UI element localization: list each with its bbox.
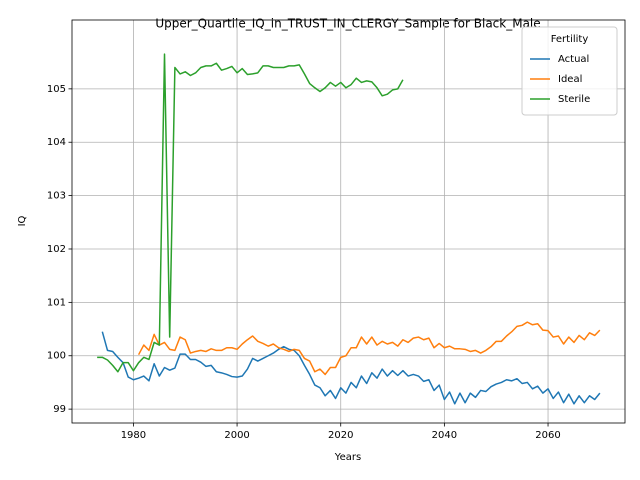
- chart-title: Upper_Quartile_IQ_in_TRUST_IN_CLERGY_Sam…: [155, 17, 540, 31]
- y-tick-label: 100: [47, 351, 66, 362]
- x-tick-label: 2020: [328, 430, 353, 441]
- y-tick-label: 103: [47, 191, 66, 202]
- y-tick-label: 101: [47, 297, 66, 308]
- y-tick-label: 105: [47, 84, 66, 95]
- legend-label: Sterile: [558, 94, 590, 105]
- line-series: [101, 331, 601, 405]
- x-tick-label: 1980: [121, 430, 146, 441]
- line-series: [137, 321, 601, 376]
- x-tick-label: 2000: [224, 430, 249, 441]
- legend-box: [521, 26, 618, 116]
- y-axis-label: IQ: [17, 215, 28, 226]
- x-tick-label: 2040: [432, 430, 457, 441]
- line-series: [97, 53, 404, 373]
- legend-title: Fertility: [551, 34, 589, 45]
- legend-label: Ideal: [558, 74, 582, 85]
- plot-frame: [71, 19, 626, 424]
- y-tick-label: 102: [47, 244, 66, 255]
- legend-label: Actual: [558, 54, 589, 65]
- y-tick-label: 104: [47, 137, 66, 148]
- y-tick-label: 99: [53, 404, 66, 415]
- x-axis-label: Years: [334, 452, 361, 463]
- x-tick-label: 2060: [535, 430, 560, 441]
